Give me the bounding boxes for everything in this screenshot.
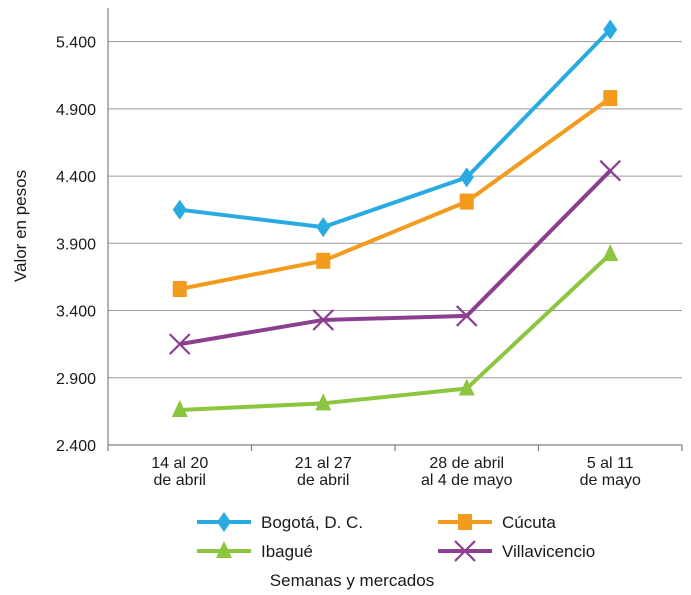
square-marker (603, 90, 618, 107)
triangle-marker (315, 393, 332, 411)
y-tick-label: 4.400 (56, 169, 96, 186)
diamond-marker (603, 19, 618, 40)
x-tick-label: 5 al 11 de mayo (580, 455, 641, 489)
x-tick-label-line: 28 de abril (429, 455, 504, 472)
series-line (179, 169, 612, 347)
series-line (179, 252, 612, 413)
series-group (168, 19, 622, 418)
x-tick-label: 28 de abril al 4 de mayo (421, 455, 513, 489)
legend-label: Ibagué (261, 542, 313, 561)
diamond-marker (459, 167, 474, 188)
series-line (179, 96, 612, 291)
x-marker (312, 309, 335, 331)
x-marker (455, 305, 478, 327)
x-tick-label-line: de abril (154, 472, 206, 489)
x-tick-label-line: de abril (297, 472, 349, 489)
legend-item: Ibagué (197, 541, 313, 561)
diamond-marker (172, 199, 187, 220)
legend-label: Bogotá, D. C. (261, 513, 363, 532)
series-0 (172, 19, 618, 238)
x-tick-label: 21 al 27 de abril (295, 455, 352, 489)
x-tick-label-line: de mayo (580, 472, 641, 489)
y-tick-label: 3.900 (56, 236, 96, 253)
y-tick-label: 2.900 (56, 371, 96, 388)
y-tick-label: 2.400 (56, 438, 96, 455)
legend-label: Villavicencio (502, 542, 595, 561)
x-tick-label-line: al 4 de mayo (421, 472, 513, 489)
x-tick-label-line: 5 al 11 (587, 455, 634, 472)
y-tick-labels: 2.400 2.900 3.400 3.900 4.400 4.900 5.400 (56, 35, 96, 455)
legend: Bogotá, D. C. Cúcuta Ibagué Villavicencio (197, 512, 595, 562)
x-axis-label: Semanas y mercados (270, 571, 434, 590)
x-tick-label-line: 21 al 27 (295, 455, 352, 472)
y-tick-label: 5.400 (56, 35, 96, 52)
series-1 (172, 90, 618, 298)
legend-item: Villavicencio (438, 540, 595, 562)
triangle-marker (458, 378, 475, 396)
diamond-marker (217, 512, 231, 532)
series-3 (168, 159, 622, 355)
legend-label: Cúcuta (502, 513, 556, 532)
axes (107, 8, 683, 451)
y-tick-label: 3.400 (56, 304, 96, 321)
triangle-marker (171, 400, 188, 418)
triangle-marker (216, 541, 232, 558)
y-tick-label: 4.900 (56, 102, 96, 119)
y-axis-label: Valor en pesos (11, 170, 30, 282)
square-marker (458, 514, 472, 530)
x-marker (454, 540, 476, 562)
square-marker (459, 193, 474, 210)
square-marker (172, 281, 187, 298)
legend-item: Cúcuta (438, 513, 556, 532)
x-tick-label-line: 14 al 20 (151, 455, 208, 472)
diamond-marker (316, 217, 331, 238)
triangle-marker (602, 244, 619, 262)
legend-item: Bogotá, D. C. (197, 512, 363, 532)
square-marker (316, 252, 331, 269)
series-2 (171, 244, 619, 418)
x-marker (168, 333, 191, 355)
series-line (179, 28, 612, 230)
x-tick-label: 14 al 20 de abril (151, 455, 208, 489)
grid-lines (108, 41, 682, 446)
x-marker (599, 159, 622, 182)
